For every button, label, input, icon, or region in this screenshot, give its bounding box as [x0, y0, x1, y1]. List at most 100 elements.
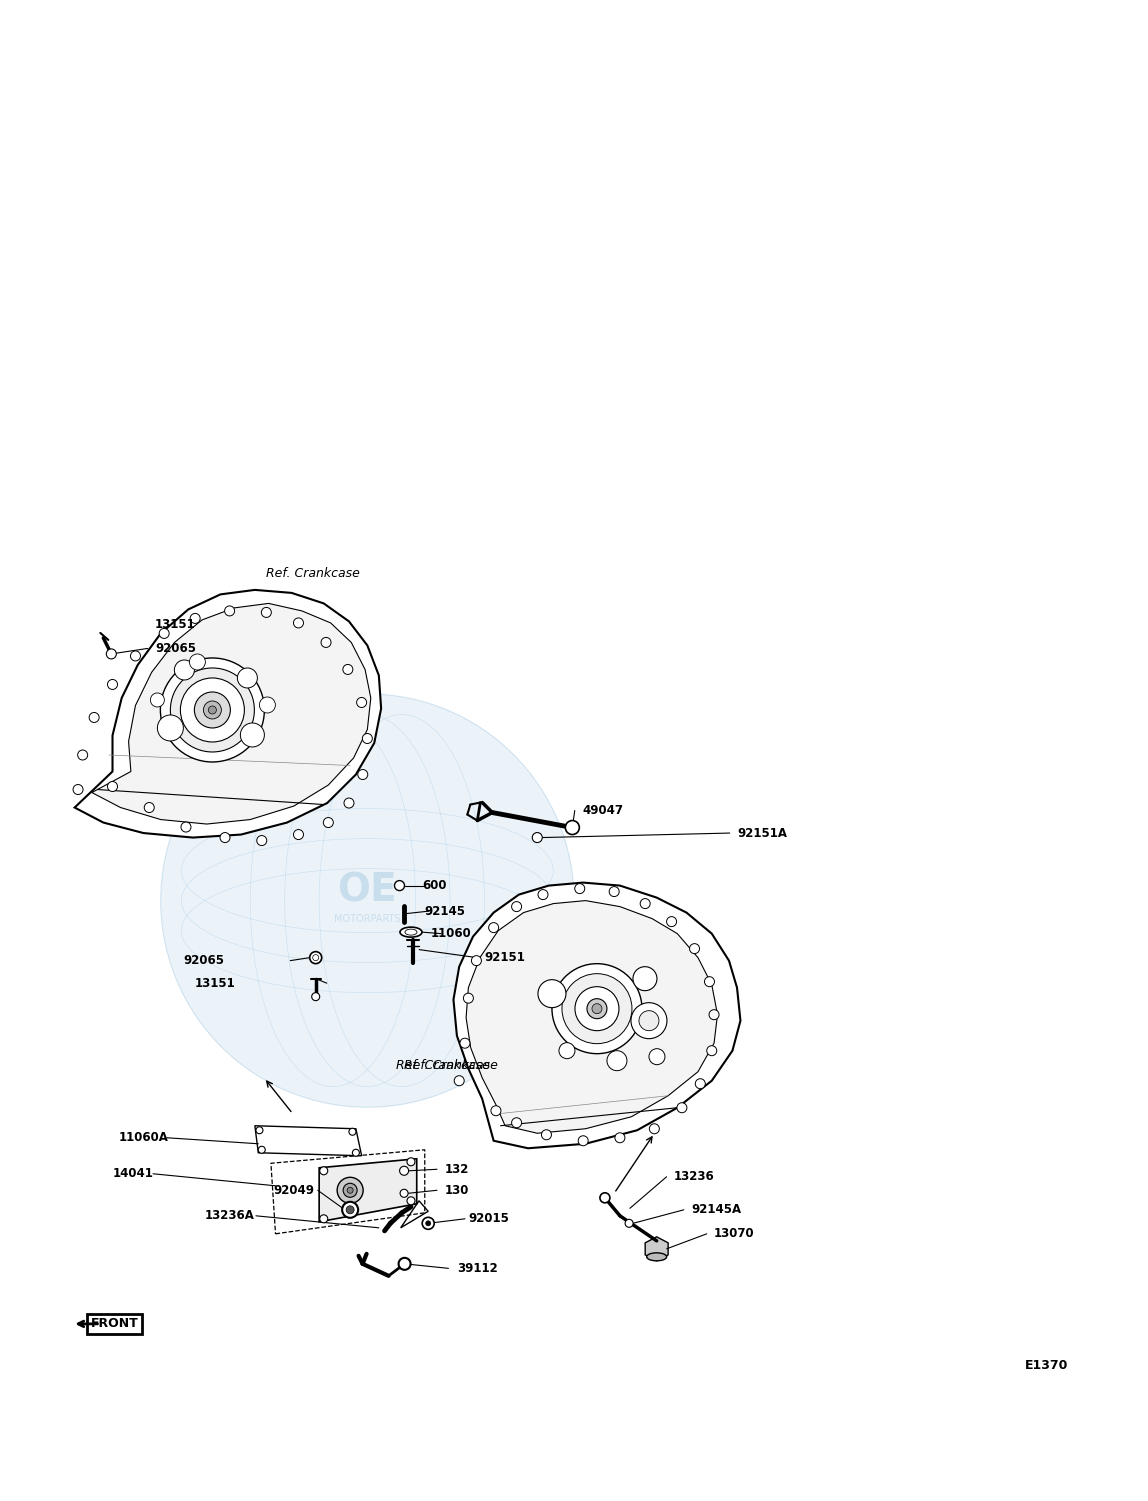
Circle shape — [667, 917, 676, 926]
Circle shape — [575, 986, 619, 1031]
Circle shape — [258, 1147, 265, 1153]
Circle shape — [343, 1183, 357, 1198]
Circle shape — [161, 693, 574, 1108]
Circle shape — [408, 1196, 414, 1205]
Circle shape — [491, 1106, 501, 1115]
Circle shape — [312, 955, 319, 961]
Circle shape — [489, 923, 498, 932]
Circle shape — [575, 884, 584, 893]
Text: 13151: 13151 — [155, 618, 195, 630]
Circle shape — [338, 1177, 363, 1204]
Circle shape — [131, 651, 140, 660]
Circle shape — [240, 723, 264, 747]
Text: 92151: 92151 — [484, 952, 526, 964]
Circle shape — [579, 1136, 588, 1145]
Circle shape — [398, 1258, 411, 1270]
Text: 11060: 11060 — [430, 928, 471, 940]
Circle shape — [238, 668, 257, 687]
Circle shape — [649, 1049, 665, 1064]
Circle shape — [455, 1076, 464, 1085]
Text: 13236A: 13236A — [204, 1210, 254, 1222]
Circle shape — [294, 618, 303, 627]
Circle shape — [347, 1187, 354, 1193]
Circle shape — [559, 1043, 575, 1058]
Circle shape — [342, 1202, 358, 1217]
Circle shape — [426, 1220, 430, 1226]
Circle shape — [324, 818, 333, 827]
Circle shape — [161, 657, 264, 763]
Circle shape — [108, 680, 117, 689]
Text: OE: OE — [338, 872, 397, 910]
Circle shape — [259, 696, 276, 713]
Circle shape — [310, 952, 321, 964]
Text: 13070: 13070 — [714, 1228, 754, 1240]
Circle shape — [294, 830, 303, 839]
Circle shape — [610, 887, 619, 896]
Text: 92145A: 92145A — [691, 1204, 742, 1216]
Text: 14041: 14041 — [113, 1168, 154, 1180]
Circle shape — [157, 714, 184, 741]
Polygon shape — [466, 901, 718, 1133]
Circle shape — [538, 890, 548, 899]
Circle shape — [78, 750, 87, 760]
Text: 39112: 39112 — [457, 1262, 497, 1274]
Circle shape — [607, 1051, 627, 1070]
Circle shape — [256, 1127, 263, 1133]
Text: FRONT: FRONT — [91, 1318, 139, 1330]
Circle shape — [358, 770, 367, 779]
Circle shape — [320, 1214, 327, 1223]
Polygon shape — [255, 1126, 362, 1156]
Circle shape — [90, 713, 99, 722]
Circle shape — [343, 665, 352, 674]
Text: 132: 132 — [444, 1163, 468, 1175]
Circle shape — [592, 1004, 602, 1013]
Circle shape — [189, 654, 205, 669]
Circle shape — [587, 998, 607, 1019]
Circle shape — [160, 629, 169, 638]
Circle shape — [262, 608, 271, 617]
Circle shape — [705, 977, 714, 986]
Circle shape — [347, 1205, 354, 1214]
Circle shape — [194, 692, 231, 728]
Circle shape — [191, 614, 200, 623]
Circle shape — [626, 1219, 633, 1228]
Circle shape — [696, 1079, 705, 1088]
Circle shape — [631, 1003, 667, 1039]
Circle shape — [107, 648, 116, 659]
Circle shape — [400, 1166, 409, 1175]
Polygon shape — [645, 1237, 668, 1261]
Circle shape — [464, 994, 473, 1003]
Text: 600: 600 — [422, 880, 447, 892]
Circle shape — [542, 1130, 551, 1139]
Ellipse shape — [400, 928, 422, 937]
Circle shape — [512, 1118, 521, 1127]
Ellipse shape — [405, 929, 417, 935]
Text: 92145: 92145 — [425, 905, 466, 917]
Circle shape — [563, 974, 631, 1043]
Text: 92065: 92065 — [184, 955, 225, 967]
Polygon shape — [75, 590, 381, 838]
Circle shape — [321, 638, 331, 647]
Circle shape — [552, 964, 642, 1054]
Circle shape — [633, 967, 657, 991]
Circle shape — [352, 1150, 359, 1156]
Circle shape — [181, 823, 191, 832]
Circle shape — [460, 1039, 470, 1048]
Circle shape — [357, 698, 366, 707]
Circle shape — [639, 1010, 659, 1031]
Circle shape — [650, 1124, 659, 1133]
Text: 49047: 49047 — [582, 805, 623, 817]
Text: Ref. Crankcase: Ref. Crankcase — [396, 1060, 490, 1072]
Circle shape — [203, 701, 222, 719]
Text: 130: 130 — [444, 1184, 468, 1196]
Circle shape — [170, 668, 255, 752]
Circle shape — [533, 833, 542, 842]
Text: 92015: 92015 — [468, 1213, 510, 1225]
Polygon shape — [453, 883, 740, 1148]
Polygon shape — [401, 1201, 428, 1228]
Circle shape — [395, 881, 404, 890]
Polygon shape — [319, 1159, 417, 1222]
Text: 92049: 92049 — [273, 1184, 315, 1196]
Circle shape — [677, 1103, 687, 1112]
Circle shape — [709, 1010, 719, 1019]
